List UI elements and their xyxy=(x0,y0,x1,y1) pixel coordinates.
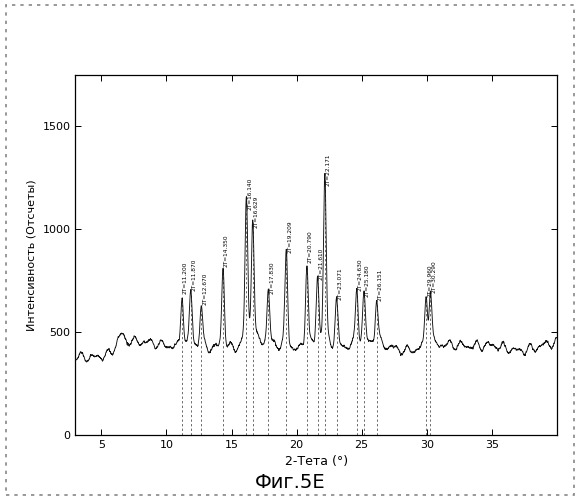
Text: 2T=29.960: 2T=29.960 xyxy=(427,264,432,297)
Text: 2T=16.629: 2T=16.629 xyxy=(253,196,259,228)
Y-axis label: Интенсивность (Отсчеты): Интенсивность (Отсчеты) xyxy=(27,179,37,331)
Text: 2T=21.610: 2T=21.610 xyxy=(318,248,324,280)
Text: 2T=11.870: 2T=11.870 xyxy=(192,258,197,291)
Text: 2T=24.630: 2T=24.630 xyxy=(358,258,362,291)
Text: 2T=26.151: 2T=26.151 xyxy=(378,269,383,302)
Text: 2T=20.790: 2T=20.790 xyxy=(308,230,313,263)
Text: 2T=16.140: 2T=16.140 xyxy=(247,178,252,210)
Text: 2T=11.200: 2T=11.200 xyxy=(183,262,188,294)
Text: 2T=23.071: 2T=23.071 xyxy=(338,268,342,300)
Text: 2T=14.350: 2T=14.350 xyxy=(224,234,229,268)
Text: 2T=30.290: 2T=30.290 xyxy=(432,260,436,293)
Text: Фиг.5E: Фиг.5E xyxy=(255,473,325,492)
Text: 2T=19.209: 2T=19.209 xyxy=(287,220,292,253)
Text: 2T=25.180: 2T=25.180 xyxy=(365,264,370,297)
Text: 2T=12.670: 2T=12.670 xyxy=(202,273,207,306)
Text: 2T=22.171: 2T=22.171 xyxy=(326,154,331,186)
Text: 2T=17.830: 2T=17.830 xyxy=(269,262,274,294)
X-axis label: 2-Тета (°): 2-Тета (°) xyxy=(285,456,347,468)
